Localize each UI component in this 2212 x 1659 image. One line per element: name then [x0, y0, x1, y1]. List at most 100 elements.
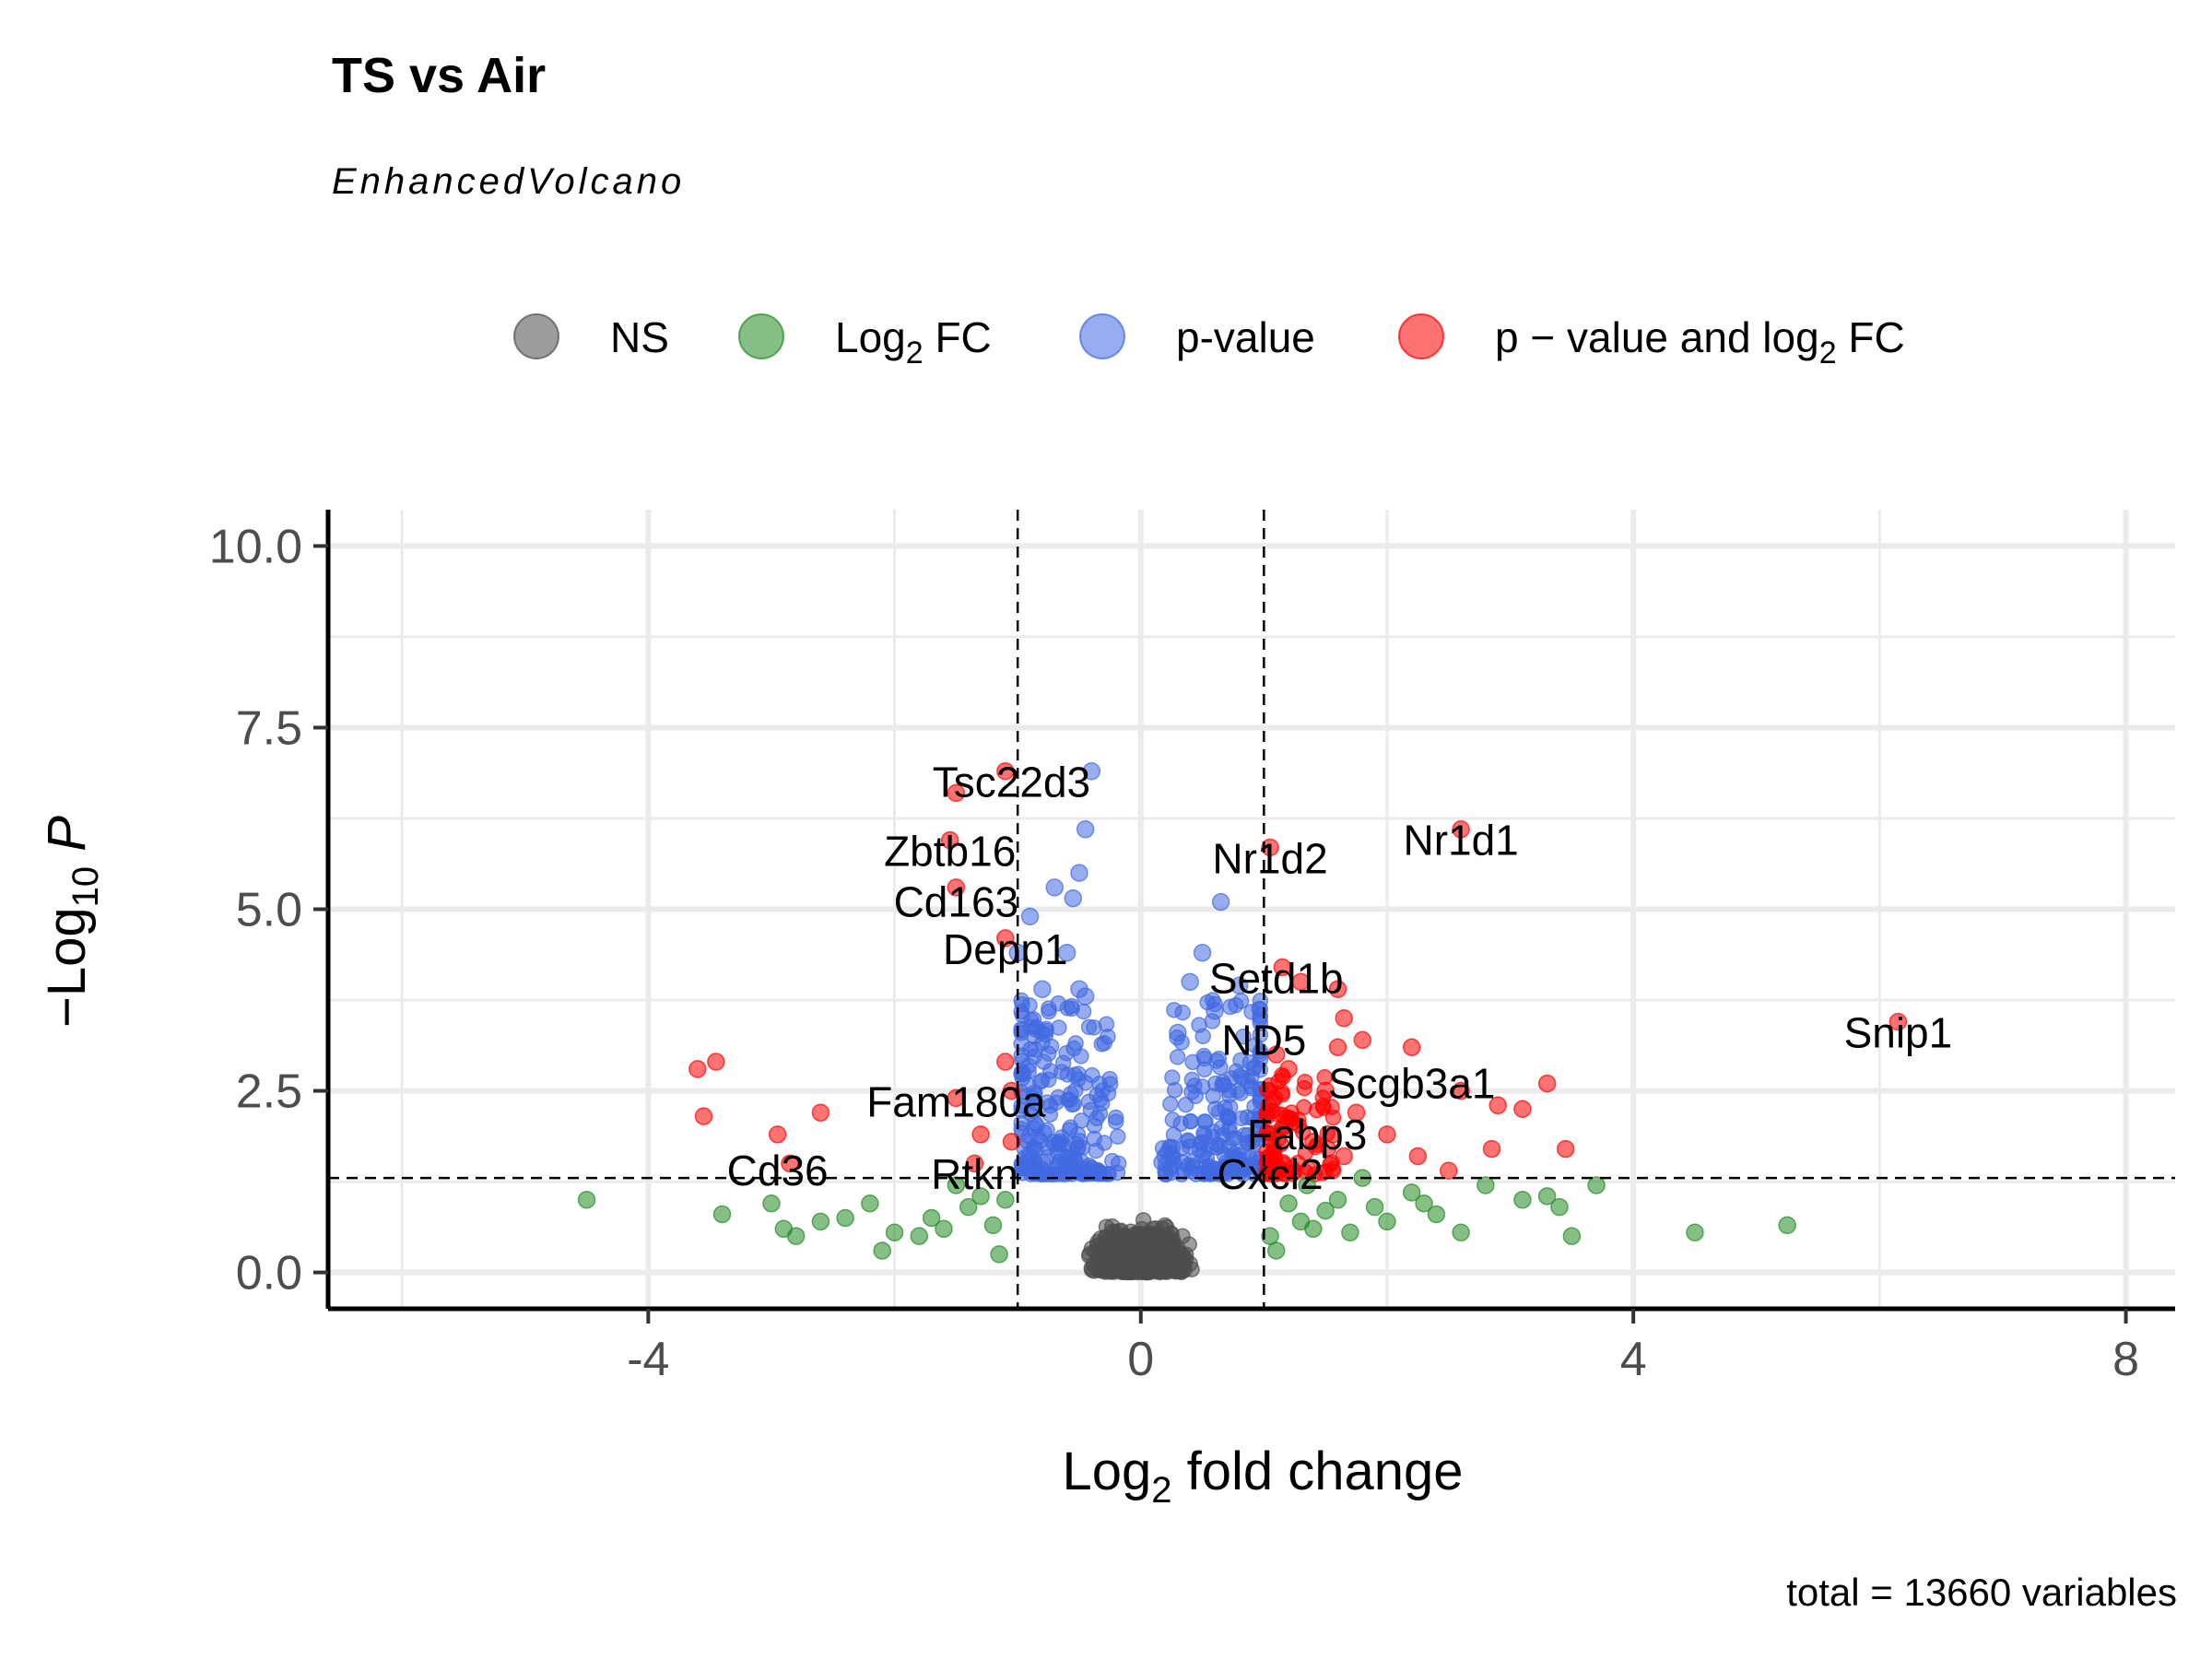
p-value-and-log2-fc-point — [811, 1103, 830, 1122]
p-value-and-log2-fc-point — [1482, 1139, 1501, 1159]
p-value-point — [1107, 1113, 1124, 1130]
p-value-and-log2-fc-point — [996, 929, 1015, 947]
p-value-point — [1174, 1153, 1191, 1171]
p-value-point — [1164, 1138, 1182, 1156]
p-value-and-log2-fc-point — [1378, 1125, 1396, 1144]
log2-fc-point — [990, 1245, 1008, 1264]
gene-label-depp1: Depp1 — [943, 925, 1068, 973]
p-value-and-log2fc-point — [1300, 1159, 1317, 1177]
gene-label-nr1d2: Nr1d2 — [1212, 834, 1327, 882]
p-value-point — [1058, 1044, 1075, 1062]
legend-key-log2-fc — [738, 313, 784, 359]
log2-fc-point — [1778, 1216, 1796, 1235]
log2-fc-point — [1266, 1241, 1286, 1260]
p-value-and-log2-fc-point — [1304, 1132, 1323, 1151]
gene-label-setd1b: Setd1b — [1209, 954, 1344, 1002]
log2-fc-point — [1562, 1227, 1582, 1245]
p-value-and-log2-fc-point — [940, 830, 959, 850]
log2-fc-point — [873, 1241, 891, 1260]
log2-fc-point — [762, 1194, 781, 1213]
log2-fc-point — [1304, 1219, 1323, 1239]
log2-fc-point — [1415, 1194, 1433, 1213]
p-value-point — [1080, 1018, 1098, 1036]
p-value-and-log2-fc-point — [1328, 1038, 1347, 1057]
p-value-and-log2-fc-point — [1335, 1008, 1353, 1028]
y-tick-label: 5.0 — [236, 884, 302, 937]
ns-point — [1119, 1241, 1135, 1257]
x-tick-label: 4 — [1620, 1333, 1647, 1386]
log2-fc-point — [1402, 1183, 1421, 1202]
p-value-point — [1206, 1002, 1224, 1020]
p-value-and-log2-fc-point — [1316, 1081, 1335, 1100]
p-value-point — [1041, 1106, 1059, 1123]
p-value-and-log2-fc-point — [947, 878, 966, 897]
p-value-point — [1040, 1045, 1057, 1062]
p-value-point — [1181, 972, 1199, 992]
log2-fc-point — [811, 1212, 830, 1231]
legend-key-ns — [513, 313, 559, 359]
p-value-and-log2-fc-point — [996, 1053, 1015, 1071]
log2-fc-point — [885, 1223, 904, 1241]
p-value-and-log2-fc-point — [996, 761, 1015, 781]
p-value-point — [1033, 1072, 1051, 1089]
gene-label-cd163: Cd163 — [894, 878, 1019, 926]
p-value-point — [1020, 907, 1040, 926]
log2-fc-point — [959, 1197, 978, 1217]
caption: total = 13660 variables — [1786, 1571, 2177, 1614]
y-tick-label: 2.5 — [236, 1065, 302, 1119]
p-value-and-log2fc-point — [1272, 1161, 1289, 1178]
ns-point — [1141, 1236, 1158, 1253]
log2-fc-point — [1341, 1223, 1359, 1241]
p-value-point — [1076, 987, 1095, 1006]
y-axis-title: −Log10 P — [37, 816, 106, 1028]
p-value-point — [1082, 761, 1101, 781]
p-value-and-log2-fc-point — [1328, 980, 1347, 998]
p-value-point — [1230, 976, 1249, 995]
log2-fc-point — [1686, 1223, 1704, 1241]
p-value-and-log2fc-point — [1278, 1109, 1295, 1125]
p-value-and-log2-fc-point — [1408, 1147, 1428, 1166]
ns-point — [1156, 1263, 1173, 1280]
gene-label-rtkn: Rtkn — [931, 1150, 1018, 1198]
p-value-and-log2-fc-point — [1888, 1012, 1908, 1031]
p-value-and-log2-fc-point — [947, 1088, 966, 1108]
p-value-point — [1052, 1133, 1068, 1150]
legend-label-ns: NS — [610, 313, 669, 361]
log2-fc-point — [786, 1227, 806, 1245]
p-value-point — [1246, 1135, 1264, 1151]
p-value-point — [1110, 1155, 1127, 1172]
p-value-and-log2-fc-point — [1440, 1161, 1458, 1180]
log2-fc-point — [983, 1216, 1003, 1235]
gene-label-cxcl2: Cxcl2 — [1218, 1150, 1324, 1198]
y-tick-label: 10.0 — [209, 520, 302, 573]
p-value-point — [1073, 1048, 1089, 1065]
x-tick-label: -4 — [627, 1333, 669, 1386]
p-value-and-log2-fc-point — [707, 1053, 725, 1071]
p-value-point — [1051, 1019, 1067, 1036]
legend: NS Log2 FC p-value p − value and log2 FC — [513, 313, 1905, 371]
y-tick-label: 0.0 — [236, 1247, 302, 1300]
p-value-point — [1169, 1049, 1186, 1065]
p-value-and-log2-fc-point — [1291, 972, 1311, 992]
p-value-and-log2-fc-point — [965, 1154, 984, 1173]
p-value-point — [1221, 1163, 1238, 1180]
p-value-and-log2-fc-point — [1261, 838, 1279, 857]
gene-label-nd5: ND5 — [1221, 1016, 1306, 1064]
p-value-point — [1037, 1027, 1054, 1043]
p-value-point — [1243, 1004, 1260, 1020]
p-value-point — [1033, 980, 1052, 998]
x-tick-label: 8 — [2112, 1333, 2139, 1386]
log2-fc-point — [1537, 1187, 1557, 1206]
x-tick-label: 0 — [1127, 1333, 1154, 1386]
gene-label-scgb3a1: Scgb3a1 — [1328, 1060, 1496, 1108]
p-value-and-log2-fc-point — [781, 1154, 799, 1173]
gene-label-cd36: Cd36 — [727, 1147, 829, 1194]
p-value-point — [1184, 1053, 1201, 1071]
p-value-and-log2-fc-point — [1402, 1038, 1421, 1057]
p-value-point — [1235, 1028, 1252, 1045]
p-value-point — [1157, 1156, 1174, 1172]
p-value-point — [1039, 1122, 1055, 1138]
p-value-point — [1246, 1037, 1264, 1053]
